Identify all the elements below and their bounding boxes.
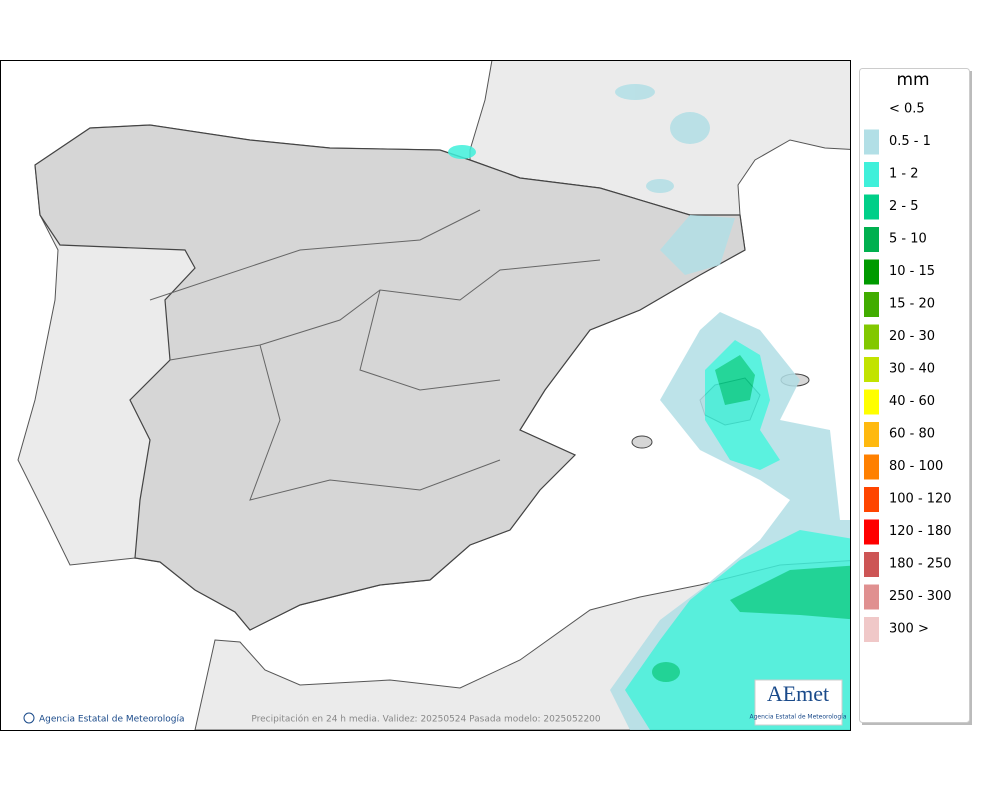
logo-box	[754, 679, 843, 726]
legend-items: < 0.5 0.5 - 1 1 - 2 2 - 5 5 - 10 10 - 15 15 - …	[864, 102, 952, 642]
legend-label: 30 - 40	[889, 362, 935, 377]
legend-label: 2 - 5	[889, 199, 919, 214]
legend-swatch	[864, 584, 879, 610]
legend-swatch	[864, 519, 879, 545]
legend-label: 0.5 - 1	[889, 134, 931, 149]
copyright-icon	[23, 712, 35, 724]
legend-label: 120 - 180	[889, 524, 952, 539]
legend-label: 10 - 15	[889, 264, 935, 279]
legend-label: 5 - 10	[889, 232, 927, 247]
legend-swatch	[864, 129, 879, 155]
legend-swatch	[864, 422, 879, 447]
legend-swatch	[864, 454, 879, 480]
legend-label: 20 - 30	[889, 329, 935, 344]
legend-label: 180 - 250	[889, 557, 952, 572]
map: AEmet Agencia Estatal de Meteorología Ag…	[1, 61, 850, 730]
legend-swatch	[864, 357, 879, 382]
legend-label: 40 - 60	[889, 394, 935, 409]
legend-swatch	[864, 389, 879, 415]
legend-label: 1 - 2	[889, 167, 919, 182]
legend-label: 15 - 20	[889, 297, 935, 312]
legend-label: 250 - 300	[889, 589, 952, 604]
legend-swatch	[864, 227, 879, 252]
caption: Precipitación en 24 h media. Validez: 20…	[251, 714, 601, 725]
legend-label: < 0.5	[889, 102, 925, 117]
legend-swatch	[864, 324, 879, 350]
legend-label: 100 - 120	[889, 492, 952, 507]
legend-swatch	[864, 162, 879, 187]
map-frame	[0, 60, 851, 731]
legend-swatch	[864, 259, 879, 285]
legend-label: 60 - 80	[889, 427, 935, 442]
credit: Agencia Estatal de Meteorología	[39, 715, 185, 725]
legend-swatch	[864, 487, 879, 512]
legend-label: 80 - 100	[889, 459, 943, 474]
legend-swatch	[864, 552, 879, 577]
legend-label: 300 >	[889, 622, 929, 637]
legend-title: mm	[896, 70, 929, 90]
logo-subtitle: Agencia Estatal de Meteorología	[750, 714, 847, 721]
logo-name: AEmet	[767, 681, 829, 706]
legend-box	[859, 68, 970, 723]
legend-swatch	[864, 617, 879, 642]
legend-swatch	[864, 194, 879, 220]
legend-swatch	[864, 292, 879, 317]
